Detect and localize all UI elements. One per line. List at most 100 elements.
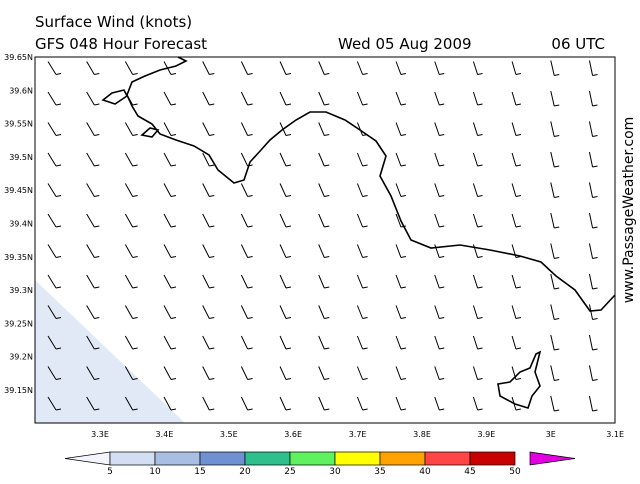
wind-barb (240, 335, 253, 350)
wind-barb (318, 244, 330, 258)
lon-label: 3.6E (284, 430, 302, 439)
wind-barb (511, 274, 521, 289)
wind-barb (588, 365, 598, 381)
wind-barb (47, 183, 62, 197)
wind-barb (318, 305, 330, 319)
wind-barb (163, 396, 177, 411)
wind-barb (202, 335, 215, 350)
wind-barb (47, 366, 62, 380)
wind-barb (395, 244, 407, 258)
wind-barb (356, 396, 368, 411)
wind-barb (511, 213, 521, 228)
lat-label: 39.2N (9, 353, 33, 362)
wind-barb (550, 90, 560, 107)
wind-barb (47, 396, 62, 411)
wind-barb (511, 91, 521, 106)
wind-barb (588, 243, 598, 259)
wind-barb (395, 274, 407, 289)
wind-barb (550, 212, 560, 229)
colorbar-box (289, 451, 336, 466)
wind-barb (124, 274, 138, 289)
wind-barb (550, 121, 560, 137)
lon-label: 3.8E (413, 430, 431, 439)
wind-barb (588, 60, 598, 76)
wind-barb (163, 183, 177, 197)
colorbar-end (529, 451, 576, 466)
wind-barb (124, 366, 138, 380)
lat-label: 39.15N (4, 386, 33, 395)
lat-label: 39.45N (4, 186, 33, 195)
wind-barb (240, 366, 253, 380)
wind-barb (472, 152, 483, 167)
wind-barb (86, 91, 100, 106)
wind-barb (124, 335, 138, 350)
lat-label: 39.3N (9, 286, 33, 295)
wind-barb (434, 396, 445, 411)
wind-barb (240, 305, 253, 319)
colorbar-label: 50 (509, 467, 521, 477)
model-label: GFS 048 Hour Forecast (35, 35, 207, 53)
wind-barb (124, 152, 138, 167)
wind-barb (395, 122, 407, 136)
wind-barb (434, 213, 445, 228)
wind-barb (550, 60, 560, 76)
wind-barb (202, 305, 215, 319)
colorbar-box (199, 451, 246, 466)
colorbar-label: 5 (107, 467, 113, 477)
lat-label: 39.4N (9, 220, 33, 229)
wind-barb (395, 183, 407, 197)
wind-barb (472, 366, 483, 380)
wind-barb (318, 122, 330, 136)
wind-barb (202, 366, 215, 380)
wind-barb (550, 365, 560, 381)
wind-barb (279, 335, 292, 350)
wind-barb (279, 183, 292, 197)
wind-barb (511, 305, 521, 319)
wind-barb (86, 183, 100, 197)
wind-barb (318, 274, 330, 289)
wind-barb (356, 213, 368, 228)
coastline (101, 56, 616, 409)
wind-barb (511, 122, 521, 136)
lon-label: 3.3E (91, 430, 109, 439)
wind-barb (163, 366, 177, 380)
wind-barb (434, 366, 445, 380)
wind-barb (279, 366, 292, 380)
colorbar-label: 35 (374, 467, 385, 477)
wind-barb (395, 61, 407, 75)
wind-barb (356, 152, 368, 167)
wind-barb (356, 61, 368, 75)
wind-barb (202, 244, 215, 258)
wind-barb (318, 213, 330, 228)
wind-barb (588, 182, 598, 198)
lat-label: 39.35N (4, 253, 33, 262)
wind-barb (550, 334, 560, 351)
colorbar-label: 10 (149, 467, 161, 477)
colorbar-label: 30 (329, 467, 341, 477)
wind-barb (356, 183, 368, 197)
lon-label: 3.7E (349, 430, 367, 439)
colorbar-label: 45 (464, 467, 475, 477)
wind-barb (434, 274, 445, 289)
wind-barb (47, 61, 62, 75)
lon-label: 3.5E (220, 430, 238, 439)
wind-barb (279, 91, 292, 106)
wind-barb (472, 183, 483, 197)
wind-barb (86, 274, 100, 289)
wind-barb (356, 244, 368, 258)
wind-barb (240, 183, 253, 197)
colorbar-box (424, 451, 471, 466)
wind-barb (434, 152, 445, 167)
wind-barb (163, 335, 177, 350)
wind-barb (550, 395, 560, 412)
wind-barb (124, 213, 138, 228)
wind-barb (588, 212, 598, 229)
wind-barb (163, 274, 177, 289)
wind-barb (240, 61, 253, 75)
wind-barb (86, 213, 100, 228)
wind-barb (202, 213, 215, 228)
wind-barb (356, 91, 368, 106)
wind-barb (163, 91, 177, 106)
wind-barb (434, 335, 445, 350)
